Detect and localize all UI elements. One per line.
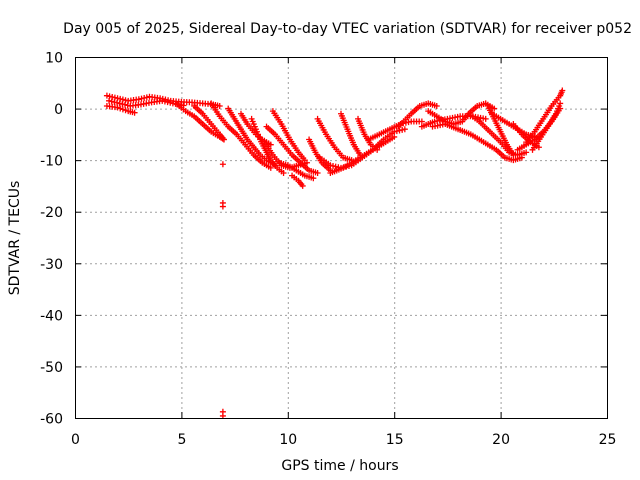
data-point: [114, 104, 121, 111]
y-tick-label: -30: [40, 257, 63, 273]
data-point: [401, 126, 408, 133]
data-point: [418, 118, 425, 125]
y-tick-label: -20: [40, 205, 63, 221]
data-point: [357, 151, 364, 158]
data-point: [557, 100, 564, 107]
data-point: [219, 161, 226, 168]
axis-ticks: 0 5 10 15 20 25 10 0 -10 -20 -30 -40 -50 -60: [40, 51, 616, 449]
x-tick-label: 25: [599, 432, 617, 448]
data-point: [216, 102, 223, 109]
y-tick-label: -50: [40, 360, 63, 376]
data-point: [433, 102, 440, 109]
plot-frame: [75, 57, 608, 419]
y-tick-label: 10: [45, 51, 63, 67]
data-point: [219, 203, 226, 210]
y-axis-label: SDTVAR / TECUs: [7, 181, 23, 296]
data-point: [301, 157, 308, 164]
chart-title: Day 005 of 2025, Sidereal Day-to-day VTE…: [63, 21, 632, 37]
y-tick-label: -40: [40, 308, 63, 324]
x-tick-label: 0: [71, 432, 80, 448]
data-point: [117, 105, 124, 112]
data-point: [267, 164, 274, 171]
data-point: [314, 170, 321, 177]
data-point: [119, 106, 126, 113]
data-point: [482, 115, 489, 122]
x-tick-label: 20: [492, 432, 510, 448]
data-point: [374, 146, 381, 153]
y-tick-label: 0: [54, 102, 63, 118]
data-point: [391, 133, 398, 140]
data-point: [131, 109, 138, 116]
data-point: [280, 170, 287, 177]
data-point: [491, 105, 498, 112]
x-axis-label: GPS time / hours: [281, 458, 398, 474]
y-tick-label: -60: [40, 412, 63, 428]
data-point: [559, 87, 566, 94]
x-tick-label: 15: [386, 432, 404, 448]
data-point: [523, 149, 530, 156]
x-tick-label: 10: [279, 432, 297, 448]
y-tick-label: -10: [40, 154, 63, 170]
data-point: [122, 107, 129, 114]
data-points: [103, 87, 566, 419]
x-tick-label: 5: [177, 432, 186, 448]
data-point: [220, 136, 227, 143]
data-point: [219, 412, 226, 419]
data-point: [299, 182, 306, 189]
data-point: [310, 175, 317, 182]
data-point: [510, 151, 517, 158]
